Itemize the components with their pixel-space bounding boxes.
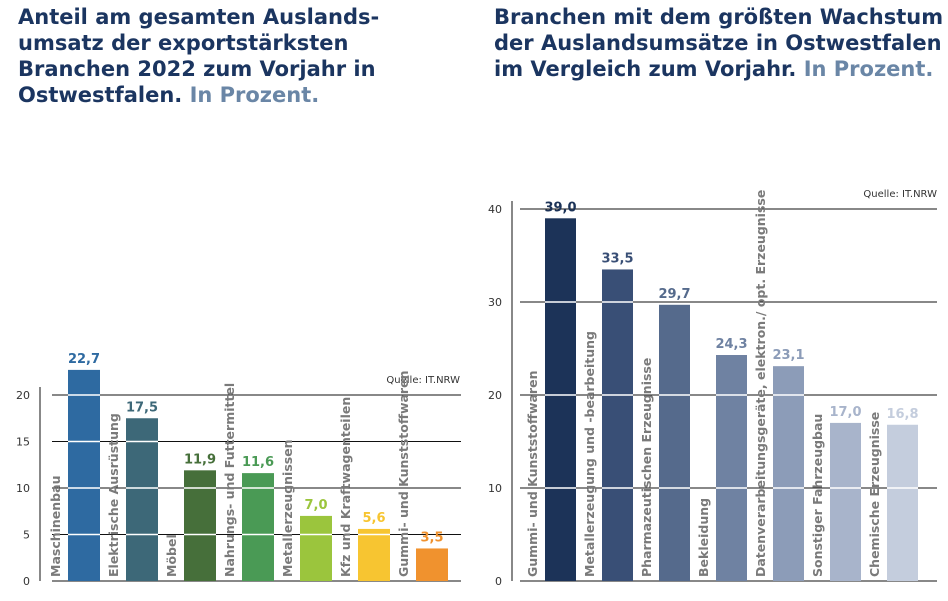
right-bar — [830, 422, 861, 581]
left-category-label: Metallerzeugnissen — [280, 439, 295, 577]
left-bar — [68, 369, 100, 581]
title-text: Anteil am gesamten Auslands-umsatz der e… — [18, 5, 380, 107]
right-value-label: 33,5 — [601, 251, 633, 266]
right-bar — [716, 355, 747, 581]
right-category-label: Datenverarbeitungsgeräte, elektron./ opt… — [753, 190, 768, 577]
right-y-tick-label: 40 — [488, 203, 502, 216]
right-bar — [545, 218, 576, 582]
right-bar — [887, 424, 918, 581]
right-value-label: 39,0 — [544, 200, 576, 215]
left-y-tick-label: 15 — [16, 436, 30, 449]
left-source-note: Quelle: IT.NRW — [386, 375, 460, 386]
left-bar — [300, 515, 332, 581]
left-bar — [184, 470, 216, 581]
left-category-label: Maschinenbau — [48, 476, 63, 577]
left-category-label: Elektrische Ausrüstung — [106, 413, 121, 577]
right-value-label: 24,3 — [715, 337, 747, 352]
right-category-label: Bekleidung — [696, 498, 711, 577]
left-y-tick-label: 0 — [23, 575, 30, 588]
right-category-label: Gummi- und Kunststoffwaren — [525, 371, 540, 577]
left-category-label: Nahrungs- und Futtermittel — [222, 383, 237, 577]
left-bar — [416, 548, 448, 581]
right-source-note: Quelle: IT.NRW — [863, 189, 937, 200]
right-y-tick-label: 30 — [488, 296, 502, 309]
left-value-label: 11,9 — [184, 452, 216, 467]
right-category-label: Pharmazeutischen Erzeugnisse — [639, 358, 654, 577]
left-y-tick-label: 10 — [16, 482, 30, 495]
right-category-label: Chemische Erzeugnisse — [867, 412, 882, 577]
left-category-label: Gummi- und Kunststoffwaren — [396, 371, 411, 577]
left-bar — [126, 418, 158, 581]
title-unit: In Prozent. — [803, 57, 934, 81]
left-value-label: 17,5 — [126, 400, 158, 415]
right-y-tick-label: 0 — [495, 575, 502, 588]
right-category-label: Metallerzeugung und -bearbeitung — [582, 331, 597, 577]
left-value-label: 3,5 — [420, 530, 443, 545]
left-value-label: 11,6 — [242, 455, 274, 470]
left-category-label: Möbel — [164, 534, 179, 577]
right-bar — [659, 304, 690, 581]
left-category-label: Kfz und Kraftwagenteilen — [338, 397, 353, 577]
right-bar — [773, 366, 804, 581]
chart-title-right: Branchen mit dem größten Wachstum der Au… — [494, 4, 944, 82]
left-value-label: 22,7 — [68, 352, 100, 367]
right-value-label: 17,0 — [829, 405, 861, 420]
right-value-label: 29,7 — [658, 287, 690, 302]
left-value-label: 5,6 — [362, 511, 385, 526]
chart-title-left: Anteil am gesamten Auslands-umsatz der e… — [18, 4, 458, 108]
title-unit: In Prozent. — [189, 83, 320, 107]
title-text: Branchen mit dem größten Wachstum der Au… — [494, 5, 944, 81]
right-value-label: 23,1 — [772, 348, 804, 363]
right-value-label: 16,8 — [886, 407, 918, 422]
right-y-tick-label: 20 — [488, 389, 502, 402]
right-bar — [602, 269, 633, 581]
right-y-tick-label: 10 — [488, 482, 502, 495]
right-category-label: Sonstiger Fahrzeugbau — [810, 414, 825, 577]
left-y-tick-label: 5 — [23, 529, 30, 542]
left-y-tick-label: 20 — [16, 389, 30, 402]
left-bar — [242, 473, 274, 581]
left-value-label: 7,0 — [304, 498, 327, 513]
left-bar — [358, 528, 390, 581]
